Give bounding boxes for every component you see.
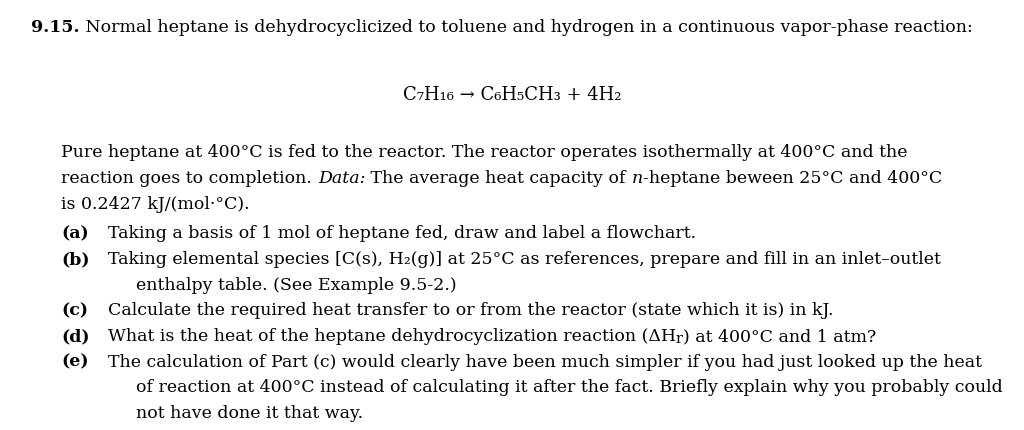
Text: Pure heptane at 400°C is fed to the reactor. The reactor operates isothermally a: Pure heptane at 400°C is fed to the reac… <box>61 144 908 161</box>
Text: not have done it that way.: not have done it that way. <box>136 404 364 421</box>
Text: ) at 400°C and 1 atm?: ) at 400°C and 1 atm? <box>683 327 876 344</box>
Text: (c): (c) <box>61 302 88 319</box>
Text: -heptane beween 25°C and 400°C: -heptane beween 25°C and 400°C <box>643 170 942 187</box>
Text: reaction goes to completion.: reaction goes to completion. <box>61 170 317 187</box>
Text: (a): (a) <box>61 225 89 242</box>
Text: The calculation of Part (c) would clearly have been much simpler if you had just: The calculation of Part (c) would clearl… <box>108 353 982 370</box>
Text: C₇H₁₆ → C₆H₅CH₃ + 4H₂: C₇H₁₆ → C₆H₅CH₃ + 4H₂ <box>402 86 622 104</box>
Text: Data:: Data: <box>317 170 366 187</box>
Text: Normal heptane is dehydrocyclicized to toluene and hydrogen in a continuous vapo: Normal heptane is dehydrocyclicized to t… <box>80 19 973 36</box>
Text: What is the heat of the heptane dehydrocyclization reaction (ΔH: What is the heat of the heptane dehydroc… <box>108 327 676 344</box>
Text: The average heat capacity of: The average heat capacity of <box>366 170 632 187</box>
Text: of reaction at 400°C instead of calculating it after the fact. Briefly explain w: of reaction at 400°C instead of calculat… <box>136 378 1002 396</box>
Text: Taking a basis of 1 mol of heptane fed, draw and label a flowchart.: Taking a basis of 1 mol of heptane fed, … <box>108 225 695 242</box>
Text: is 0.2427 kJ/(mol·°C).: is 0.2427 kJ/(mol·°C). <box>61 195 250 212</box>
Text: enthalpy table. (See Example 9.5-2.): enthalpy table. (See Example 9.5-2.) <box>136 276 457 293</box>
Text: (b): (b) <box>61 250 90 267</box>
Text: (e): (e) <box>61 353 89 370</box>
Text: Taking elemental species [C(s), H₂(g)] at 25°C as references, prepare and fill i: Taking elemental species [C(s), H₂(g)] a… <box>108 250 940 267</box>
Text: Calculate the required heat transfer to or from the reactor (state which it is) : Calculate the required heat transfer to … <box>108 302 833 319</box>
Text: 9.15.: 9.15. <box>31 19 79 36</box>
Text: n: n <box>632 170 643 187</box>
Text: (d): (d) <box>61 327 90 344</box>
Text: r: r <box>676 331 683 345</box>
